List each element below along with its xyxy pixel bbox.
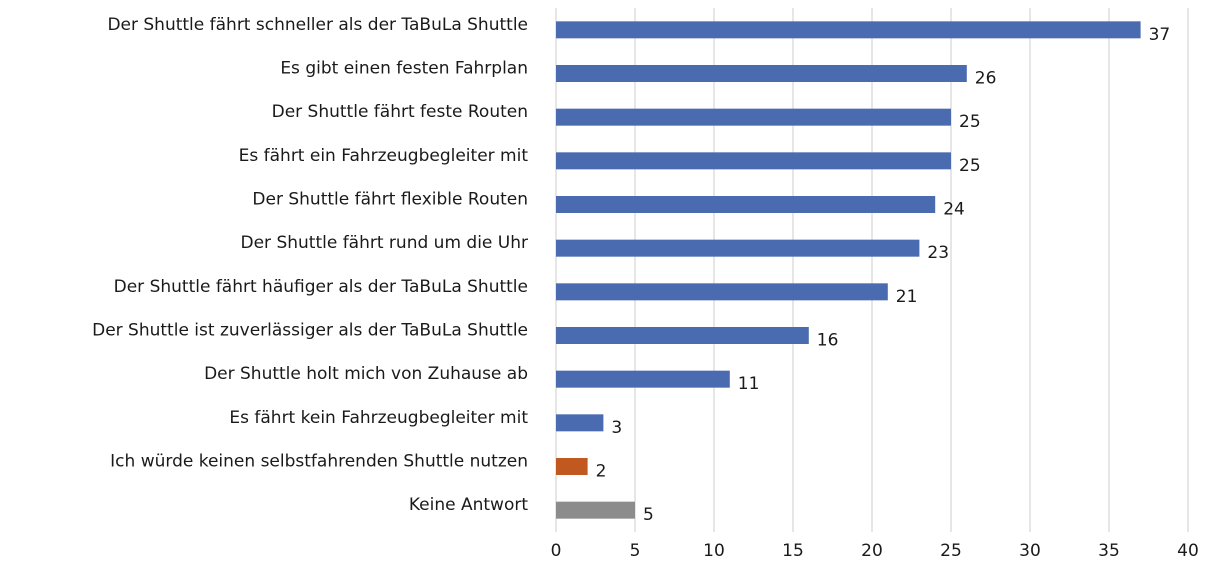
y-tick-label: Der Shuttle fährt feste Routen	[272, 102, 528, 122]
bar	[556, 21, 1141, 39]
x-tick-label: 15	[782, 541, 804, 561]
data-label: 11	[738, 374, 760, 394]
bar	[556, 65, 967, 82]
bar	[556, 283, 888, 301]
y-tick-label: Der Shuttle ist zuverlässiger als der Ta…	[92, 321, 528, 341]
bar	[556, 108, 951, 126]
x-tick-label: 20	[861, 541, 883, 561]
bar	[556, 327, 809, 344]
x-tick-label: 0	[551, 541, 562, 561]
data-label: 16	[817, 331, 839, 351]
y-tick-label: Der Shuttle fährt schneller als der TaBu…	[107, 15, 528, 35]
data-label: 3	[611, 418, 622, 438]
data-label: 25	[959, 112, 981, 132]
data-label: 21	[896, 287, 918, 307]
data-label: 24	[943, 200, 965, 220]
y-tick-label: Es fährt kein Fahrzeugbegleiter mit	[229, 408, 528, 428]
y-tick-label: Der Shuttle fährt häufiger als der TaBuL…	[114, 277, 528, 297]
data-label: 37	[1149, 25, 1171, 45]
x-tick-label: 25	[940, 541, 962, 561]
x-tick-label: 30	[1019, 541, 1041, 561]
y-tick-label: Ich würde keinen selbstfahrenden Shuttle…	[110, 452, 528, 472]
y-tick-label: Keine Antwort	[409, 495, 528, 515]
x-tick-label: 40	[1177, 541, 1199, 561]
bar	[556, 196, 936, 213]
x-tick-label: 10	[703, 541, 725, 561]
data-label: 23	[927, 243, 949, 263]
bar	[556, 414, 604, 432]
data-label: 5	[643, 505, 654, 525]
data-label: 2	[596, 462, 607, 482]
bar	[556, 370, 730, 388]
bar	[556, 239, 920, 257]
bar	[556, 501, 635, 519]
y-tick-label: Der Shuttle holt mich von Zuhause ab	[204, 364, 528, 384]
x-tick-label: 5	[630, 541, 641, 561]
bar	[556, 152, 951, 170]
y-tick-label: Es fährt ein Fahrzeugbegleiter mit	[239, 146, 529, 166]
y-tick-label: Der Shuttle fährt rund um die Uhr	[241, 233, 529, 253]
y-tick-label: Der Shuttle fährt flexible Routen	[252, 190, 528, 210]
y-tick-label: Es gibt einen festen Fahrplan	[280, 59, 528, 79]
data-label: 26	[975, 69, 997, 89]
x-tick-label: 35	[1098, 541, 1120, 561]
bar	[556, 458, 588, 475]
data-label: 25	[959, 156, 981, 176]
